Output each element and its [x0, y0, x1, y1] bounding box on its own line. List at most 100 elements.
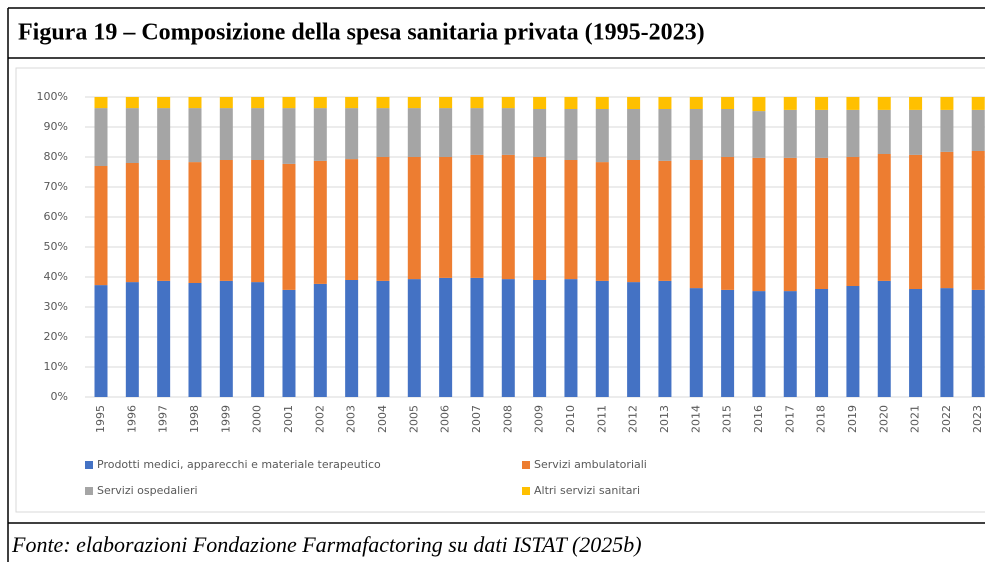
legend-swatch: [522, 487, 530, 495]
bar-segment: [909, 97, 923, 110]
bar-segment: [658, 160, 672, 281]
bar-segment: [345, 108, 359, 160]
bar-segment: [564, 160, 578, 280]
bar-segment: [909, 289, 923, 397]
y-tick-label: 50%: [44, 240, 68, 253]
x-tick-label: 2023: [971, 405, 984, 433]
bar-segment: [689, 160, 703, 289]
bar-segment: [439, 108, 453, 157]
bar-segment: [783, 109, 797, 158]
x-tick-label: 2003: [345, 405, 358, 433]
bar-segment: [157, 160, 171, 281]
bar-segment: [470, 154, 484, 278]
bar-segment: [846, 97, 860, 110]
bar-segment: [533, 157, 547, 280]
bar-segment: [877, 154, 891, 281]
bar-segment: [846, 286, 860, 397]
x-tick-label: 2005: [407, 405, 420, 433]
x-tick-label: 1999: [219, 405, 232, 433]
bar-segment: [909, 154, 923, 289]
bar-segment: [313, 160, 327, 284]
bar-segment: [752, 291, 766, 397]
legend-label: Prodotti medici, apparecchi e materiale …: [97, 458, 381, 471]
x-tick-label: 1996: [125, 405, 138, 433]
bar-segment: [595, 162, 609, 281]
y-tick-label: 100%: [37, 90, 68, 103]
x-tick-label: 2009: [533, 405, 546, 433]
bar-segment: [376, 280, 390, 397]
bar-segment: [721, 97, 735, 109]
y-tick-label: 20%: [44, 330, 68, 343]
bar-segment: [94, 285, 108, 397]
bar-segment: [971, 97, 985, 110]
bar-segment: [595, 280, 609, 397]
bar-segment: [815, 109, 829, 158]
bar-segment: [345, 97, 359, 109]
bar-segment: [909, 109, 923, 155]
bar-segment: [689, 288, 703, 397]
bar-segment: [971, 109, 985, 151]
legend-swatch: [85, 461, 93, 469]
bar-segment: [470, 108, 484, 155]
bar-segment: [877, 280, 891, 397]
bar-segment: [940, 151, 954, 289]
bar-segment: [125, 97, 139, 109]
bar-segment: [533, 280, 547, 397]
bar-segment: [94, 166, 108, 286]
bar-segment: [783, 97, 797, 110]
bar-segment: [940, 109, 954, 152]
x-tick-label: 2011: [595, 405, 608, 433]
bar-segment: [689, 97, 703, 109]
bar-segment: [721, 289, 735, 397]
bar-segment: [564, 279, 578, 397]
bar-segment: [94, 97, 108, 109]
bar-segment: [251, 160, 265, 283]
x-tick-label: 2004: [376, 405, 389, 433]
bar-segment: [407, 279, 421, 397]
bar-segment: [470, 97, 484, 109]
bar-segment: [595, 109, 609, 163]
chart-border: [15, 67, 985, 513]
bar-segment: [721, 109, 735, 157]
bar-segment: [251, 108, 265, 160]
bar-segment: [658, 109, 672, 161]
bar-segment: [157, 108, 171, 160]
y-tick-label: 30%: [44, 300, 68, 313]
bar-segment: [627, 109, 641, 160]
bar-segment: [282, 108, 296, 164]
bar-segment: [188, 283, 202, 397]
bar-segment: [877, 109, 891, 154]
bar-segment: [752, 97, 766, 112]
bar-segment: [251, 282, 265, 397]
bar-segment: [313, 97, 327, 109]
bar-segment: [971, 151, 985, 290]
x-tick-label: 2018: [815, 405, 828, 433]
bar-segment: [470, 277, 484, 397]
source-note: Fonte: elaborazioni Fondazione Farmafact…: [11, 532, 642, 557]
legend-label: Altri servizi sanitari: [534, 484, 640, 497]
bar-segment: [345, 280, 359, 397]
x-tick-label: 2020: [877, 405, 890, 433]
bar-segment: [219, 280, 233, 397]
bar-segment: [407, 157, 421, 280]
bar-segment: [846, 157, 860, 286]
y-tick-label: 60%: [44, 210, 68, 223]
y-tick-label: 80%: [44, 150, 68, 163]
bar-segment: [157, 280, 171, 397]
bar-segment: [658, 97, 672, 109]
x-tick-label: 2022: [940, 405, 953, 433]
x-tick-label: 2014: [689, 405, 702, 433]
bar-segment: [501, 108, 515, 155]
bar-segment: [627, 97, 641, 109]
bar-segment: [501, 97, 515, 109]
bar-segment: [94, 108, 108, 166]
legend-swatch: [85, 487, 93, 495]
x-tick-label: 2007: [470, 405, 483, 433]
bar-segment: [407, 97, 421, 109]
x-tick-label: 1997: [157, 405, 170, 433]
bar-segment: [783, 291, 797, 397]
x-tick-label: 2019: [846, 405, 859, 433]
bar-segment: [815, 97, 829, 110]
bar-segment: [439, 277, 453, 397]
bar-segment: [940, 288, 954, 397]
